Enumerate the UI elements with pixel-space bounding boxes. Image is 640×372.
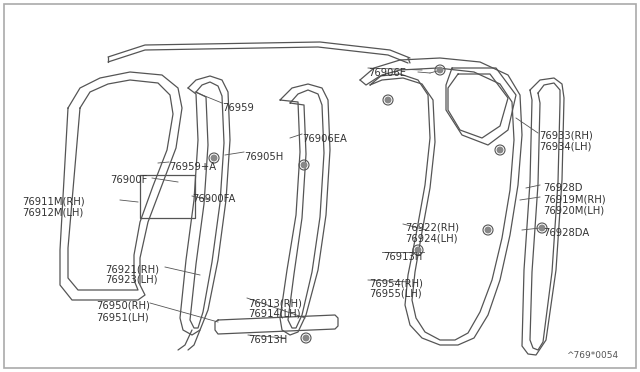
Text: 76912M(LH): 76912M(LH) (22, 207, 83, 217)
Text: 76906EA: 76906EA (302, 134, 347, 144)
Text: 76919M(RH): 76919M(RH) (543, 194, 605, 204)
Text: 76914(LH): 76914(LH) (248, 309, 301, 319)
Text: 76928D: 76928D (543, 183, 582, 193)
Text: 76955(LH): 76955(LH) (369, 289, 422, 299)
Text: 76920M(LH): 76920M(LH) (543, 205, 604, 215)
Text: ^769*0054: ^769*0054 (566, 351, 618, 360)
Circle shape (211, 155, 217, 161)
Text: 76922(RH): 76922(RH) (405, 222, 459, 232)
Text: 76906E: 76906E (368, 68, 406, 78)
Text: 76905H: 76905H (244, 152, 284, 162)
Text: 76913(RH): 76913(RH) (248, 298, 302, 308)
Circle shape (303, 335, 308, 341)
Text: 76924(LH): 76924(LH) (405, 233, 458, 243)
Text: 76913H: 76913H (383, 252, 422, 262)
Circle shape (485, 227, 491, 233)
Text: 76900FA: 76900FA (192, 194, 236, 204)
Text: 76921(RH): 76921(RH) (105, 264, 159, 274)
Circle shape (301, 162, 307, 168)
Circle shape (540, 225, 545, 231)
Text: 76959: 76959 (222, 103, 254, 113)
Text: 76959+A: 76959+A (169, 162, 216, 172)
Text: 76911M(RH): 76911M(RH) (22, 196, 84, 206)
Text: 76928DA: 76928DA (543, 228, 589, 238)
Text: 76900F: 76900F (110, 175, 147, 185)
Text: 76951(LH): 76951(LH) (96, 312, 148, 322)
Text: 76933(RH): 76933(RH) (539, 130, 593, 140)
Text: 76950(RH): 76950(RH) (96, 301, 150, 311)
Text: 76913H: 76913H (248, 335, 287, 345)
Circle shape (415, 247, 420, 253)
Text: 76923(LH): 76923(LH) (105, 275, 157, 285)
Text: 76934(LH): 76934(LH) (539, 141, 591, 151)
Circle shape (385, 97, 391, 103)
Circle shape (437, 67, 443, 73)
Circle shape (497, 147, 503, 153)
Text: 76954(RH): 76954(RH) (369, 278, 423, 288)
